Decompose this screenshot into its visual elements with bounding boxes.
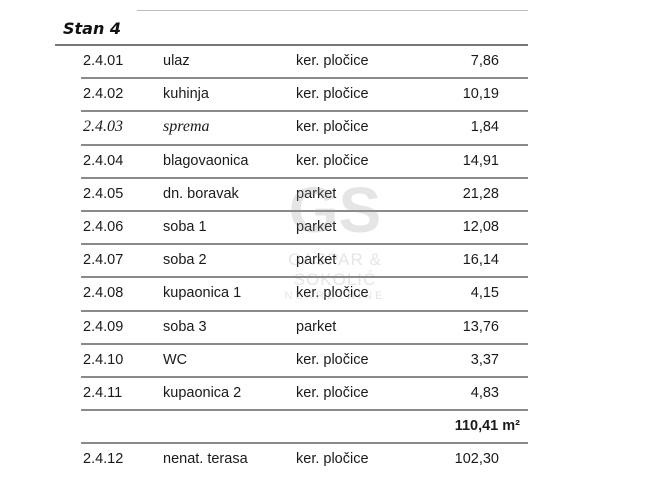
room-table: 2.4.01 ulaz ker. pločice 7,86 2.4.02 kuhinja k… (81, 46, 528, 475)
table-row: 2.4.01 ulaz ker. pločice 7,86 (81, 46, 528, 80)
table-row: 2.4.09 soba 3 parket 13,76 (81, 312, 528, 345)
floor-type: parket (296, 318, 337, 335)
room-name: soba 1 (163, 218, 207, 235)
top-divider (137, 10, 528, 11)
room-name: kupaonica 2 (163, 384, 242, 401)
room-area: 21,28 (462, 185, 499, 202)
room-name: soba 3 (163, 318, 207, 335)
room-code: 2.4.07 (83, 252, 124, 269)
room-area: 1,84 (470, 119, 499, 136)
room-area: 13,76 (462, 318, 499, 335)
total-row: 110,41 m² (81, 411, 528, 445)
room-name: WC (163, 351, 188, 368)
room-code: 2.4.01 (83, 53, 124, 69)
table-row: 2.4.11 kupaonica 2 ker. pločice 4,83 (81, 378, 528, 412)
room-name: blagovaonica (163, 152, 249, 169)
room-code: 2.4.08 (83, 285, 124, 302)
room-code: 2.4.02 (83, 86, 124, 103)
floor-type: ker. pločice (296, 451, 369, 468)
room-code: 2.4.04 (83, 152, 124, 169)
room-area: 102,30 (454, 451, 499, 468)
room-area: 3,37 (470, 351, 499, 368)
room-name: nenat. terasa (163, 451, 248, 468)
room-area: 12,08 (462, 218, 499, 235)
apartment-title: Stan 4 (63, 19, 122, 38)
floor-type: ker. pločice (296, 86, 369, 103)
room-code: 2.4.06 (83, 218, 124, 235)
floor-type: parket (296, 218, 337, 235)
room-area: 4,83 (470, 384, 499, 401)
table-row: 2.4.12 nenat. terasa ker. pločice 102,30 (81, 444, 528, 475)
floor-type: ker. pločice (296, 351, 369, 368)
table-row: 2.4.07 soba 2 parket 16,14 (81, 245, 528, 279)
room-area: 7,86 (470, 53, 499, 69)
room-code: 2.4.12 (83, 451, 124, 468)
floor-type: ker. pločice (296, 119, 369, 136)
floor-type: ker. pločice (296, 285, 369, 302)
room-code: 2.4.09 (83, 318, 124, 335)
floor-type: parket (296, 185, 337, 202)
room-name: kuhinja (163, 86, 209, 103)
room-name: soba 2 (163, 252, 207, 269)
room-code: 2.4.03 (83, 118, 123, 136)
room-area: 16,14 (462, 252, 499, 269)
room-code: 2.4.11 (83, 384, 123, 401)
floor-type: ker. pločice (296, 53, 369, 69)
room-area: 10,19 (462, 86, 499, 103)
header-divider (55, 44, 528, 46)
table-row: 2.4.10 WC ker. pločice 3,37 (81, 345, 528, 378)
table-row: 2.4.05 dn. boravak parket 21,28 (81, 179, 528, 212)
table-row: 2.4.06 soba 1 parket 12,08 (81, 212, 528, 246)
table-row: 2.4.02 kuhinja ker. pločice 10,19 (81, 79, 528, 113)
floor-type: ker. pločice (296, 152, 369, 169)
floor-type: ker. pločice (296, 384, 369, 401)
table-row: 2.4.03 sprema ker. pločice 1,84 (81, 112, 528, 146)
total-area: 110,41 m² (454, 418, 520, 435)
room-name: kupaonica 1 (163, 285, 242, 302)
floor-type: parket (296, 252, 337, 269)
room-name: dn. boravak (163, 185, 239, 202)
room-code: 2.4.10 (83, 351, 124, 368)
room-area: 4,15 (470, 285, 499, 302)
room-code: 2.4.05 (83, 185, 124, 202)
table-row: 2.4.08 kupaonica 1 ker. pločice 4,15 (81, 278, 528, 312)
room-area: 14,91 (462, 152, 499, 169)
room-name: sprema (163, 118, 210, 136)
table-row: 2.4.04 blagovaonica ker. pločice 14,91 (81, 146, 528, 179)
room-name: ulaz (163, 53, 190, 69)
